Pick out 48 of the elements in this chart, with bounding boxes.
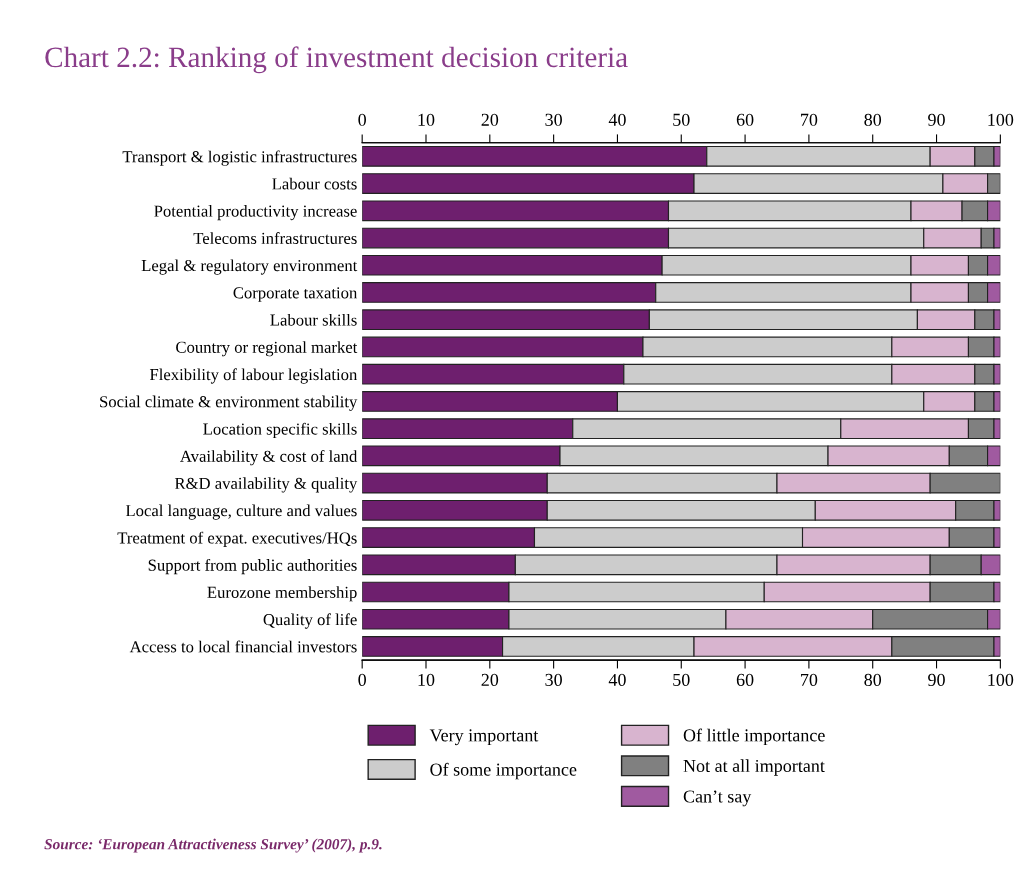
x2-tick-label: 50: [673, 113, 690, 126]
x2-tick-label: 40: [608, 113, 626, 126]
y-tick-label: Eurozone membership: [207, 586, 357, 602]
x-tick-label: 30: [545, 673, 562, 686]
y-tick-label: Potential productivity increase: [154, 205, 357, 221]
y-tick-label: Flexibility of labour legislation: [149, 368, 358, 384]
y-tick-label: R&D availability & quality: [174, 477, 358, 493]
y-tick-label: Location specific skills: [203, 422, 357, 439]
y-tick-label: Legal & regulatory environment: [141, 259, 358, 275]
x2-tick-label: 20: [481, 113, 499, 126]
x-tick-label: 80: [864, 673, 882, 686]
x-tick-label: 100: [988, 673, 1014, 686]
x-tick-label: 60: [736, 673, 754, 686]
y-tick-label: Corporate taxation: [233, 287, 358, 302]
x-tick-label: 70: [801, 673, 818, 686]
x2-tick-label: 30: [545, 113, 562, 126]
source-note: Source: ‘European Attractiveness Survey’ (2007), p.9.: [44, 838, 382, 853]
legend-label: Very important: [429, 729, 539, 746]
y-tick-label: Social climate & environment stability: [100, 395, 358, 411]
x2-tick-label: 60: [736, 113, 754, 126]
x-tick-label: 50: [673, 673, 690, 686]
chart-title: Chart 2.2: Ranking of investment decision criteria: [45, 46, 628, 74]
legend-label: Can’t say: [683, 790, 752, 807]
legend-label: Of some importance: [430, 762, 577, 780]
y-tick-label: Labour skills: [270, 313, 357, 326]
x2-tick-label: 80: [864, 113, 882, 126]
y-tick-label: Treatment of expat. executives/HQs: [117, 531, 357, 547]
y-tick-label: Availability & cost of land: [180, 449, 358, 466]
legend-label: Not at all important: [683, 759, 825, 776]
y-tick-label: Transport & logistic infrastructures: [122, 150, 357, 166]
x-tick-label: 10: [418, 673, 435, 686]
y-tick-label: Quality of life: [263, 613, 357, 629]
x-tick-label: 90: [928, 673, 945, 686]
y-tick-label: Local language, culture and values: [125, 504, 357, 520]
x2-tick-label: 70: [801, 113, 818, 126]
legend-label: Of little importance: [683, 728, 825, 746]
y-tick-label: Access to local financial investors: [129, 640, 357, 653]
x-tick-label: 20: [481, 673, 499, 686]
y-tick-label: Country or regional market: [176, 341, 358, 357]
x-tick-label: 0: [358, 673, 366, 686]
y-tick-label: Telecoms infrastructures: [193, 232, 357, 244]
x-tick-label: 40: [608, 673, 626, 686]
x2-tick-label: 0: [358, 113, 366, 126]
x2-tick-label: 100: [988, 113, 1014, 126]
y-tick-label: Support from public authorities: [148, 558, 357, 575]
x2-tick-label: 10: [418, 113, 435, 126]
x2-tick-label: 90: [928, 113, 945, 126]
y-tick-label: Labour costs: [272, 177, 357, 190]
